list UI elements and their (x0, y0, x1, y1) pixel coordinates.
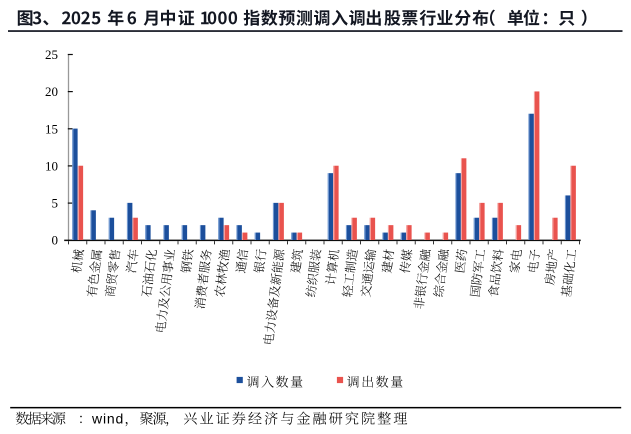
svg-text:5: 5 (52, 196, 59, 211)
svg-text:15: 15 (45, 121, 58, 136)
svg-text:10: 10 (45, 158, 58, 173)
svg-text:0: 0 (52, 233, 59, 248)
svg-text:wind: wind (91, 411, 124, 427)
svg-text:20: 20 (45, 84, 58, 99)
svg-text:25: 25 (45, 47, 58, 62)
